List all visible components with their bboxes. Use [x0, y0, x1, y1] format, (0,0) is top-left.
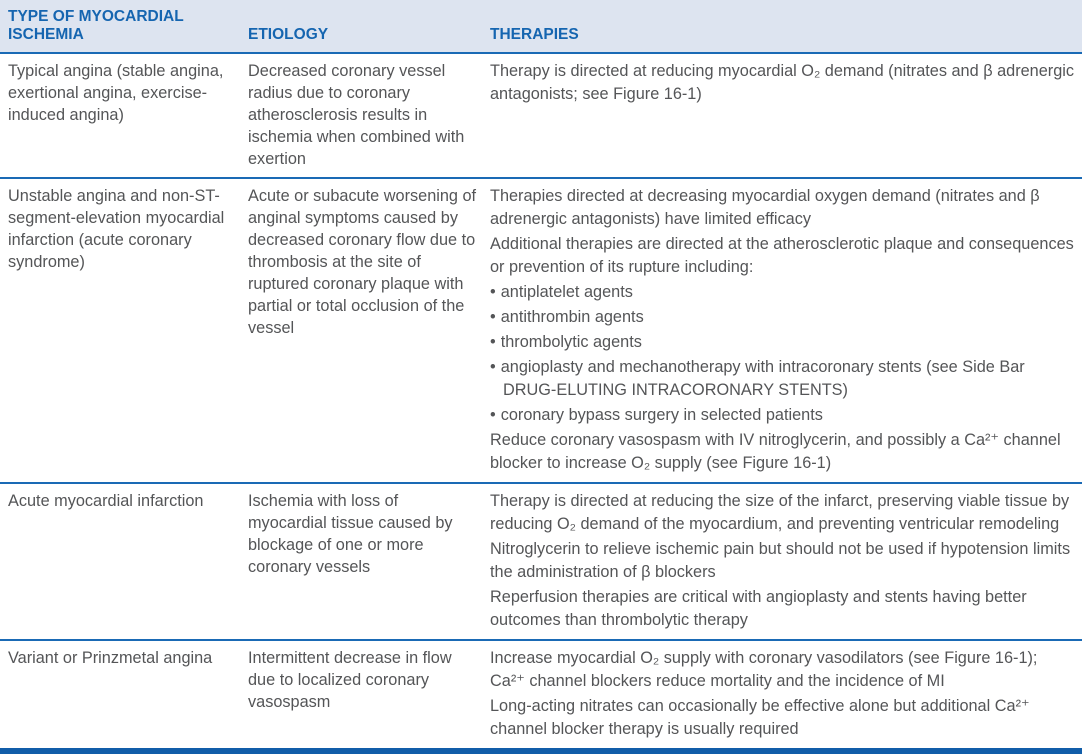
table-row: Unstable angina and non-ST-segment-eleva…	[0, 177, 1082, 482]
header-cell-therapies: THERAPIES	[490, 26, 579, 43]
therapy-paragraph: Reperfusion therapies are critical with …	[490, 588, 1027, 629]
bullet-icon: •	[490, 406, 496, 424]
bullet-text: antithrombin agents	[500, 308, 644, 326]
cell-therapies: Increase myocardial O₂ supply with coron…	[490, 641, 1082, 748]
therapy-paragraph: Long-acting nitrates can occasionally be…	[490, 697, 1030, 738]
therapy-paragraph: Nitroglycerin to relieve ischemic pain b…	[490, 540, 1071, 581]
cell-type: Acute myocardial infarction	[8, 492, 204, 510]
bullet-text: thrombolytic agents	[500, 333, 642, 351]
therapy-paragraph: Therapy is directed at reducing myocardi…	[490, 62, 1075, 103]
bullet-item: • coronary bypass surgery in selected pat…	[490, 404, 1074, 427]
therapy-paragraph: Increase myocardial O₂ supply with coron…	[490, 649, 1038, 690]
cell-type: Typical angina (stable angina, exertiona…	[8, 62, 224, 124]
bullet-icon: •	[490, 283, 496, 301]
therapy-paragraph: Therapies directed at decreasing myocard…	[490, 187, 1040, 228]
cell-therapies: Therapy is directed at reducing the size…	[490, 484, 1082, 639]
bullet-item: • antithrombin agents	[490, 306, 1074, 329]
table-row: Acute myocardial infarction Ischemia with…	[0, 482, 1082, 639]
cell-type: Unstable angina and non-ST-segment-eleva…	[8, 187, 225, 271]
cell-therapies: Therapy is directed at reducing myocardi…	[490, 54, 1082, 177]
bullet-text: coronary bypass surgery in selected pati…	[500, 406, 823, 424]
therapy-paragraph: Therapy is directed at reducing the size…	[490, 492, 1070, 533]
table-header-row: TYPE OF MYOCARDIAL ISCHEMIA ETIOLOGY THE…	[0, 0, 1082, 54]
bullet-icon: •	[490, 308, 496, 326]
therapy-paragraph: Additional therapies are directed at the…	[490, 235, 1074, 276]
cell-etiology: Acute or subacute worsening of anginal s…	[248, 187, 477, 337]
bullet-item: • angioplasty and mechanotherapy with int…	[490, 356, 1074, 402]
table-row: Typical angina (stable angina, exertiona…	[0, 54, 1082, 177]
header-cell-type: TYPE OF MYOCARDIAL ISCHEMIA	[8, 8, 184, 43]
header-cell-etiology: ETIOLOGY	[248, 26, 329, 43]
cell-type: Variant or Prinzmetal angina	[8, 649, 213, 667]
cell-therapies: Therapies directed at decreasing myocard…	[490, 179, 1082, 482]
cell-etiology: Decreased coronary vessel radius due to …	[248, 62, 465, 168]
cell-etiology: Ischemia with loss of myocardial tissue …	[248, 492, 453, 576]
bullet-item: • thrombolytic agents	[490, 331, 1074, 354]
bullet-icon: •	[490, 333, 496, 351]
bottom-rule	[0, 748, 1082, 754]
cell-etiology: Intermittent decrease in flow due to loc…	[248, 649, 452, 711]
bullet-text: angioplasty and mechanotherapy with intr…	[500, 358, 1025, 399]
table-body: Typical angina (stable angina, exertiona…	[0, 54, 1082, 748]
therapy-paragraph: Reduce coronary vasospasm with IV nitrog…	[490, 431, 1061, 472]
bullet-text: antiplatelet agents	[500, 283, 633, 301]
bullet-item: • antiplatelet agents	[490, 281, 1074, 304]
bullet-icon: •	[490, 358, 496, 376]
table-row: Variant or Prinzmetal angina Intermittent…	[0, 639, 1082, 748]
